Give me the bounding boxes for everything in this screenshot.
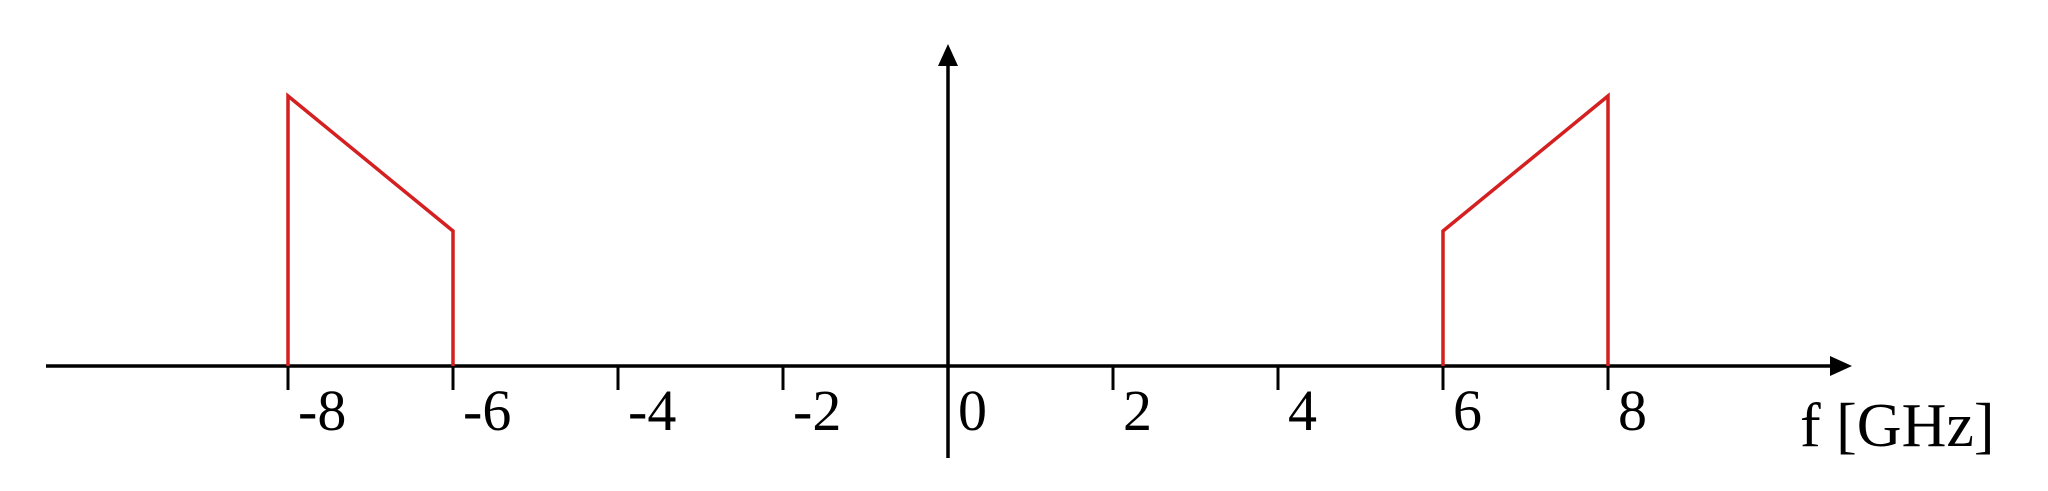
x-tick-label-2: 2 xyxy=(1123,378,1152,443)
x-axis-label: f [GHz] xyxy=(1800,392,1995,460)
negative-frequency-band xyxy=(286,92,455,366)
x-tick-labels: -8 -6 -4 -2 0 2 4 6 8 xyxy=(298,378,1647,443)
x-tick-label-neg4: -4 xyxy=(628,378,676,443)
x-tick-label-0: 0 xyxy=(958,378,987,443)
x-axis-arrow xyxy=(1830,356,1852,376)
x-tick-label-neg8: -8 xyxy=(298,378,346,443)
x-tick-label-4: 4 xyxy=(1288,378,1317,443)
x-ticks xyxy=(286,366,1610,390)
x-tick-label-neg2: -2 xyxy=(793,378,841,443)
axes xyxy=(46,44,1852,458)
x-tick-label-8: 8 xyxy=(1618,378,1647,443)
series-layer xyxy=(286,92,1610,366)
positive-frequency-band xyxy=(1441,92,1610,366)
x-tick-label-neg6: -6 xyxy=(463,378,511,443)
x-tick-label-6: 6 xyxy=(1453,378,1482,443)
y-axis-arrow xyxy=(938,44,958,66)
